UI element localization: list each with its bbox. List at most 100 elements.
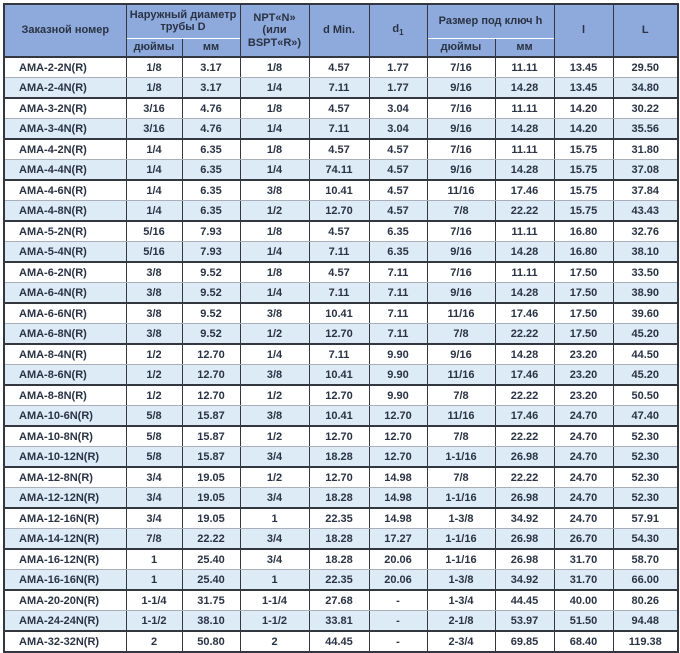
value-cell: 3/16 xyxy=(125,118,182,140)
table-row: AMA-2-2N(R) 1/8 3.17 1/8 4.57 1.77 7/16 11.11 13… xyxy=(3,57,679,78)
order-number-cell: AMA-20-20N(R) xyxy=(3,590,126,611)
header-d1: d1 xyxy=(368,4,427,57)
table-row: AMA-24-24N(R) 1-1/2 38.10 1-1/2 33.81-2-1/8 5… xyxy=(3,610,679,632)
value-cell: 37.08 xyxy=(612,159,679,181)
value-cell: 7.11 xyxy=(308,241,369,263)
value-cell: 1-1/2 xyxy=(239,610,309,632)
value-cell: 52.30 xyxy=(612,487,679,509)
value-cell: 13.45 xyxy=(553,57,614,78)
value-cell: 25.40 xyxy=(181,549,240,570)
value-cell: 18.28 xyxy=(308,487,369,509)
value-cell: 10.41 xyxy=(308,303,369,324)
value-cell: 22.22 xyxy=(494,467,555,488)
value-cell: 50.50 xyxy=(612,385,679,406)
value-cell: 2-1/8 xyxy=(426,610,495,632)
value-cell: 3/8 xyxy=(125,323,182,345)
value-cell: 7/8 xyxy=(426,200,495,222)
value-cell: 1/2 xyxy=(239,385,309,406)
value-cell: 54.30 xyxy=(612,528,679,550)
value-cell: 11/16 xyxy=(426,303,495,324)
value-cell: 15.75 xyxy=(553,159,614,181)
table-row: AMA-4-6N(R) 1/4 6.35 3/8 10.41 4.57 11/16 17.46… xyxy=(3,180,679,201)
value-cell: 1/2 xyxy=(125,364,182,386)
value-cell: 4.57 xyxy=(368,180,427,201)
value-cell: 7/16 xyxy=(426,57,495,78)
value-cell: 15.75 xyxy=(553,139,614,160)
value-cell: 7.11 xyxy=(368,282,427,304)
value-cell: 6.35 xyxy=(181,159,240,181)
value-cell: 3/8 xyxy=(125,282,182,304)
order-number-cell: AMA-5-2N(R) xyxy=(3,221,126,242)
value-cell: 38.10 xyxy=(181,610,240,632)
order-number-cell: AMA-8-6N(R) xyxy=(3,364,126,386)
order-number-cell: AMA-16-12N(R) xyxy=(3,549,126,570)
value-cell: 1-1/4 xyxy=(239,590,309,611)
value-cell: 6.35 xyxy=(368,221,427,242)
value-cell: 27.68 xyxy=(308,590,369,611)
value-cell: 31.70 xyxy=(553,569,614,591)
value-cell: 4.57 xyxy=(308,57,369,78)
table-row: AMA-10-6N(R) 5/8 15.87 3/8 10.41 12.70 11/16 17… xyxy=(3,405,679,427)
table-row: AMA-14-12N(R) 7/8 22.22 3/4 18.28 17.27 1-1/16… xyxy=(3,528,679,550)
value-cell: 1-1/16 xyxy=(426,528,495,550)
value-cell: 12.70 xyxy=(368,426,427,447)
value-cell: 17.50 xyxy=(553,323,614,345)
value-cell: 3/4 xyxy=(239,549,309,570)
value-cell: 9/16 xyxy=(426,159,495,181)
value-cell: 15.75 xyxy=(553,200,614,222)
value-cell: 14.28 xyxy=(494,344,555,365)
order-number-cell: AMA-8-8N(R) xyxy=(3,385,126,406)
value-cell: 12.70 xyxy=(308,426,369,447)
value-cell: 17.50 xyxy=(553,282,614,304)
value-cell: 1-1/4 xyxy=(125,590,182,611)
value-cell: 38.90 xyxy=(612,282,679,304)
value-cell: 12.70 xyxy=(308,200,369,222)
value-cell: 1-3/4 xyxy=(426,590,495,611)
header-npt: NPT«N» (или BSPT«R») xyxy=(239,4,309,57)
value-cell: 51.50 xyxy=(553,610,614,632)
value-cell: 39.60 xyxy=(612,303,679,324)
value-cell: 3/4 xyxy=(239,487,309,509)
value-cell: 11.11 xyxy=(494,57,555,78)
value-cell: 2-3/4 xyxy=(426,631,495,653)
order-number-cell: AMA-4-4N(R) xyxy=(3,159,126,181)
value-cell: 1/4 xyxy=(239,344,309,365)
value-cell: 1/2 xyxy=(239,200,309,222)
value-cell: 1/2 xyxy=(239,426,309,447)
value-cell: 20.06 xyxy=(368,569,427,591)
value-cell: 5/16 xyxy=(125,221,182,242)
value-cell: 12.70 xyxy=(181,344,240,365)
value-cell: 1/2 xyxy=(239,323,309,345)
value-cell: 1/2 xyxy=(125,385,182,406)
value-cell: 1/4 xyxy=(239,77,309,99)
value-cell: 14.98 xyxy=(368,467,427,488)
value-cell: 2 xyxy=(239,631,309,653)
value-cell: 3/4 xyxy=(125,508,182,529)
order-number-cell: AMA-4-6N(R) xyxy=(3,180,126,201)
order-number-cell: AMA-10-12N(R) xyxy=(3,446,126,468)
value-cell: 3/8 xyxy=(239,364,309,386)
value-cell: 22.22 xyxy=(494,323,555,345)
value-cell: 14.98 xyxy=(368,508,427,529)
order-number-cell: AMA-8-4N(R) xyxy=(3,344,126,365)
order-number-cell: AMA-24-24N(R) xyxy=(3,610,126,632)
value-cell: 4.76 xyxy=(181,118,240,140)
value-cell: 94.48 xyxy=(612,610,679,632)
value-cell: 1-3/8 xyxy=(426,569,495,591)
value-cell: 1/2 xyxy=(125,344,182,365)
value-cell: 7/16 xyxy=(426,221,495,242)
table-row: AMA-16-16N(R) 1 25.40 1 22.35 20.06 1-3/8 34.92… xyxy=(3,569,679,591)
value-cell: 6.35 xyxy=(181,200,240,222)
order-number-cell: AMA-3-2N(R) xyxy=(3,98,126,119)
table-body: AMA-2-2N(R) 1/8 3.17 1/8 4.57 1.77 7/16 11.11 13… xyxy=(3,57,679,653)
value-cell: 12.70 xyxy=(181,385,240,406)
order-number-cell: AMA-10-6N(R) xyxy=(3,405,126,427)
value-cell: 40.00 xyxy=(553,590,614,611)
value-cell: 7/8 xyxy=(426,385,495,406)
table-row: AMA-8-8N(R) 1/2 12.70 1/2 12.70 9.90 7/8 22.22 2… xyxy=(3,385,679,406)
document-page: Заказной номер Наружный диаметр трубы D … xyxy=(3,3,680,653)
value-cell: 5/8 xyxy=(125,405,182,427)
value-cell: 7/16 xyxy=(426,98,495,119)
table-row: AMA-6-6N(R) 3/8 9.52 3/8 10.41 7.11 11/16 17.46… xyxy=(3,303,679,324)
value-cell: 47.40 xyxy=(612,405,679,427)
